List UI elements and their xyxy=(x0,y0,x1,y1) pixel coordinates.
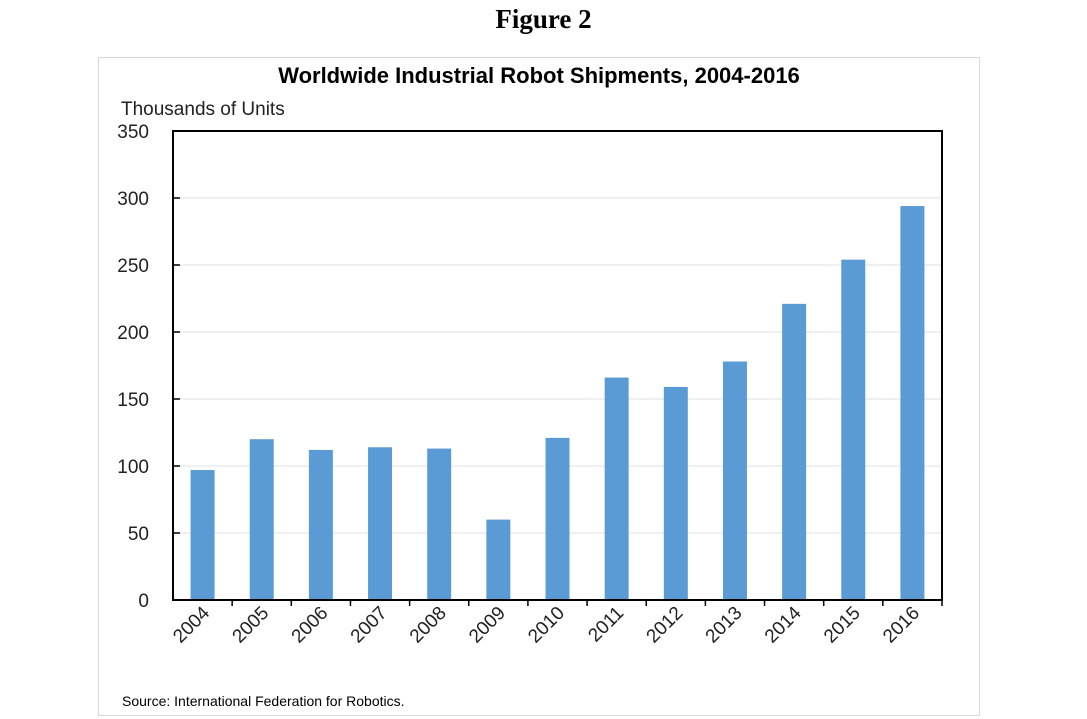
y-tick-label: 0 xyxy=(138,591,149,612)
x-tick-label: 2011 xyxy=(584,603,628,647)
bar-2010 xyxy=(545,437,570,600)
x-tick-label: 2009 xyxy=(465,603,510,648)
source-note: Source: International Federation for Rob… xyxy=(122,693,405,709)
bar-2006 xyxy=(308,449,333,600)
x-tick-label: 2010 xyxy=(524,603,569,648)
y-tick-label: 350 xyxy=(117,122,149,143)
bar-2012 xyxy=(663,386,688,600)
bar-2015 xyxy=(841,259,866,600)
y-tick-label: 150 xyxy=(117,390,149,411)
bar-2014 xyxy=(782,303,807,600)
x-tick-label: 2004 xyxy=(169,602,214,647)
x-tick-label: 2015 xyxy=(820,603,865,648)
x-tick-label: 2008 xyxy=(406,603,451,648)
y-tick-label: 300 xyxy=(117,189,149,210)
x-tick-label: 2006 xyxy=(288,603,333,648)
y-tick-label: 250 xyxy=(117,256,149,277)
bar-2005 xyxy=(249,439,274,600)
bar-2016 xyxy=(900,206,925,601)
bar-2004 xyxy=(190,470,215,600)
y-tick-label: 100 xyxy=(117,457,149,478)
y-axis-label: Thousands of Units xyxy=(121,99,285,120)
bar-2013 xyxy=(722,361,747,600)
chart-frame xyxy=(98,57,980,716)
chart-title: Worldwide Industrial Robot Shipments, 20… xyxy=(278,63,800,88)
plot-border xyxy=(172,130,943,601)
x-tick-label: 2014 xyxy=(761,602,806,647)
x-tick-label: 2005 xyxy=(229,603,274,648)
x-tick-label: 2013 xyxy=(702,603,747,648)
x-tick-label: 2016 xyxy=(879,603,924,648)
y-tick-label: 50 xyxy=(128,524,149,545)
bar-2007 xyxy=(368,447,393,600)
x-tick-label: 2007 xyxy=(347,603,392,648)
bar-2008 xyxy=(427,448,452,600)
bar-2009 xyxy=(486,519,511,600)
y-tick-label: 200 xyxy=(117,323,149,344)
x-tick-label: 2012 xyxy=(643,603,688,648)
figure-label: Figure 2 xyxy=(495,4,592,34)
bar-2011 xyxy=(604,377,629,600)
